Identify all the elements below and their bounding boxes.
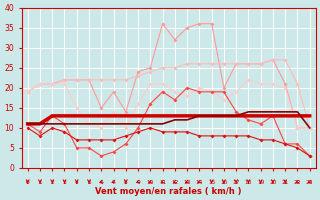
X-axis label: Vent moyen/en rafales ( km/h ): Vent moyen/en rafales ( km/h )	[95, 187, 242, 196]
